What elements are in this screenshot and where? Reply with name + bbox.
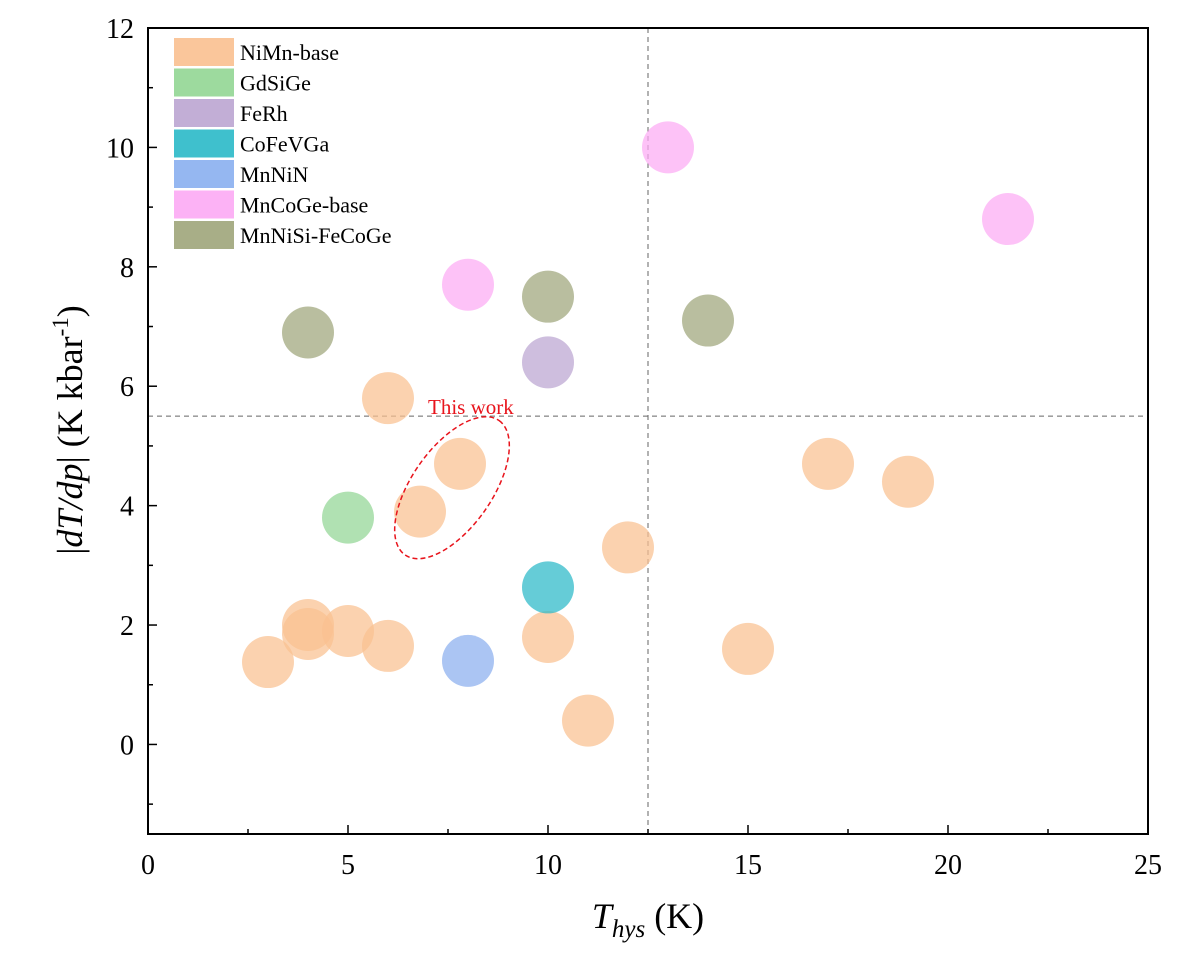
annotation-text: This work: [428, 395, 514, 419]
data-point: [322, 491, 374, 544]
x-axis-title-sub: hys: [612, 916, 645, 943]
data-point: [522, 270, 574, 323]
annotation-ellipse: [393, 415, 511, 560]
x-tick-label: 0: [141, 850, 155, 881]
legend: NiMn-base GdSiGe FeRh CoFeVGa MnNiN MnCoGe-ba…: [174, 38, 392, 249]
legend-swatch: [174, 190, 234, 219]
data-point: [722, 622, 774, 675]
legend-swatch: [174, 160, 234, 188]
data-points: [242, 121, 1034, 747]
this-work-annotation: This work: [393, 395, 514, 560]
data-point: [642, 121, 694, 174]
x-tick-label: 15: [734, 850, 762, 881]
x-axis-title-unit: (K): [645, 896, 704, 936]
y-axis-title-sup: -1: [48, 317, 73, 336]
y-tick-label: 0: [120, 730, 134, 761]
reference-lines: [148, 28, 1148, 834]
data-point: [522, 336, 574, 389]
legend-label: MnNiN: [240, 162, 309, 187]
y-tick-label: 10: [106, 133, 134, 164]
x-axis-title-main: T: [592, 896, 615, 936]
data-point: [802, 437, 854, 490]
legend-label: MnCoGe-base: [240, 193, 368, 218]
data-point: [522, 610, 574, 663]
data-point: [282, 306, 334, 359]
legend-label: FeRh: [240, 101, 288, 126]
data-point: [362, 372, 414, 425]
x-tick-label: 20: [934, 850, 962, 881]
y-axis-title-prefix: |: [50, 548, 90, 555]
data-point: [522, 561, 574, 614]
data-point: [394, 485, 446, 538]
data-point: [362, 619, 414, 672]
y-tick-label: 6: [120, 372, 134, 403]
y-axis-title-main: dT/dp: [50, 464, 90, 548]
x-tick-label: 10: [534, 850, 562, 881]
y-axis-title: |dT/dp| (K kbar-1): [48, 305, 90, 555]
legend-swatch: [174, 221, 234, 249]
data-point: [562, 694, 614, 747]
legend-swatch: [174, 68, 234, 97]
legend-swatch: [174, 129, 234, 158]
data-point: [442, 258, 494, 311]
legend-label: MnNiSi-FeCoGe: [240, 223, 392, 248]
x-tick-label: 25: [1134, 850, 1162, 881]
data-point: [282, 607, 334, 660]
y-tick-label: 2: [120, 611, 134, 642]
data-point: [602, 521, 654, 574]
data-point: [442, 634, 494, 687]
axes: 0 5 10 15 20 25 0 2 4 6 8 10 12: [106, 14, 1162, 881]
data-point: [682, 294, 734, 347]
y-tick-label: 12: [106, 14, 134, 45]
y-tick-label: 4: [120, 492, 134, 523]
x-axis-title: Thys (K): [592, 896, 704, 943]
y-axis-title-suffix: | (K kbar: [50, 336, 90, 463]
legend-label: NiMn-base: [240, 40, 339, 65]
legend-label: GdSiGe: [240, 71, 311, 96]
data-point: [322, 605, 374, 658]
data-point: [242, 636, 294, 689]
y-tick-label: 8: [120, 253, 134, 284]
data-point: [882, 455, 934, 508]
legend-label: CoFeVGa: [240, 132, 329, 157]
data-point: [434, 437, 486, 490]
legend-swatch: [174, 38, 234, 66]
legend-swatch: [174, 99, 234, 127]
y-axis-title-close: ): [50, 305, 90, 317]
data-point: [982, 193, 1034, 246]
x-tick-label: 5: [341, 850, 355, 881]
